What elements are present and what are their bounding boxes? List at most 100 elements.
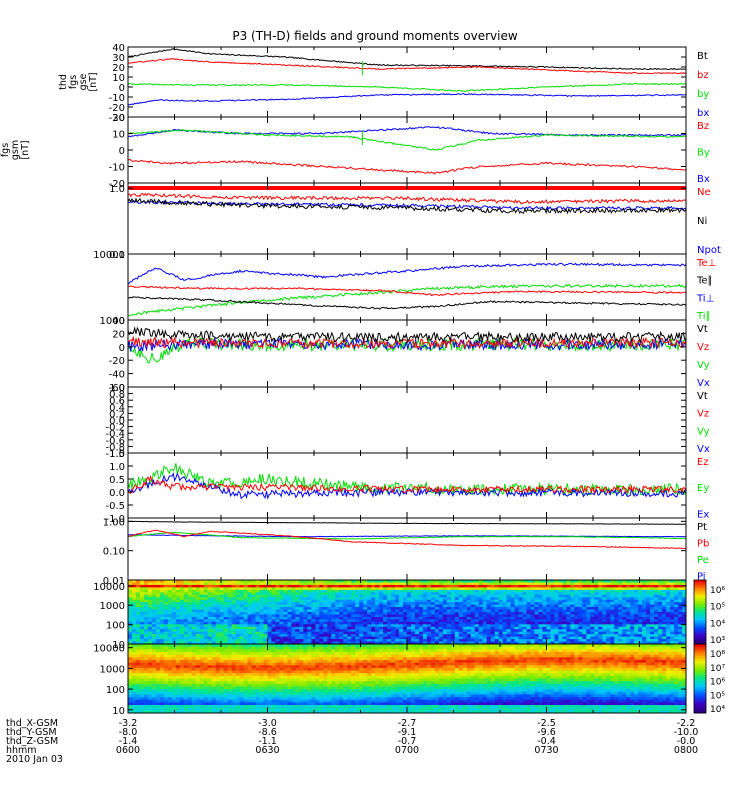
heatmap-cell xyxy=(431,612,435,615)
heatmap-cell xyxy=(375,632,379,635)
heatmap-cell xyxy=(610,622,614,625)
heatmap-cell xyxy=(531,590,535,593)
heatmap-cell xyxy=(180,663,184,666)
heatmap-cell xyxy=(451,607,455,610)
heatmap-cell xyxy=(630,629,634,632)
heatmap-cell xyxy=(638,619,642,622)
heatmap-cell xyxy=(403,607,407,610)
heatmap-cell xyxy=(228,684,232,687)
heatmap-cell xyxy=(638,600,642,603)
heatmap-cell xyxy=(351,624,355,627)
heatmap-cell xyxy=(148,692,152,695)
heatmap-cell xyxy=(554,590,558,593)
heatmap-cell xyxy=(252,647,256,650)
heatmap-cell xyxy=(140,660,144,663)
heatmap-cell xyxy=(152,605,156,608)
heatmap-cell xyxy=(626,614,630,617)
heatmap-cell xyxy=(487,587,491,590)
heatmap-cell xyxy=(427,624,431,627)
legend-entry: Te⊥ xyxy=(696,258,716,269)
heatmap-cell xyxy=(614,587,618,590)
heatmap-cell xyxy=(140,665,144,668)
heatmap-cell xyxy=(144,590,148,593)
heatmap-cell xyxy=(144,617,148,620)
heatmap-cell xyxy=(654,612,658,615)
heatmap-cell xyxy=(212,585,216,588)
heatmap-cell xyxy=(531,587,535,590)
heatmap-cell xyxy=(287,622,291,625)
heatmap-cell xyxy=(618,607,622,610)
heatmap-cell xyxy=(582,590,586,593)
heatmap-cell xyxy=(279,619,283,622)
heatmap-cell xyxy=(487,585,491,588)
heatmap-cell xyxy=(399,595,403,598)
heatmap-cell xyxy=(471,597,475,600)
heatmap-cell xyxy=(200,592,204,595)
heatmap-cell xyxy=(132,697,136,700)
heatmap-cell xyxy=(650,595,654,598)
heatmap-cell xyxy=(188,694,192,697)
heatmap-cell xyxy=(359,622,363,625)
heatmap-cell xyxy=(650,610,654,613)
heatmap-cell xyxy=(371,587,375,590)
heatmap-cell xyxy=(156,663,160,666)
heatmap-cell xyxy=(224,634,228,637)
heatmap-cell xyxy=(287,617,291,620)
heatmap-cell xyxy=(658,614,662,617)
heatmap-cell xyxy=(232,612,236,615)
heatmap-cell xyxy=(160,602,164,605)
heatmap-cell xyxy=(327,619,331,622)
heatmap-cell xyxy=(547,592,551,595)
heatmap-cell xyxy=(347,587,351,590)
heatmap-cell xyxy=(140,627,144,630)
heatmap-cell xyxy=(630,605,634,608)
heatmap-cell xyxy=(467,627,471,630)
heatmap-cell xyxy=(180,587,184,590)
heatmap-cell xyxy=(232,639,236,642)
heatmap-cell xyxy=(315,639,319,642)
heatmap-cell xyxy=(566,614,570,617)
heatmap-cell xyxy=(188,702,192,705)
heatmap-cell xyxy=(574,600,578,603)
heatmap-cell xyxy=(260,619,264,622)
heatmap-cell xyxy=(527,624,531,627)
heatmap-cell xyxy=(212,665,216,668)
heatmap-cell xyxy=(582,622,586,625)
heatmap-cell xyxy=(343,627,347,630)
heatmap-cell xyxy=(387,634,391,637)
heatmap-cell xyxy=(136,637,140,640)
heatmap-cell xyxy=(515,614,519,617)
heatmap-cell xyxy=(164,702,168,705)
heatmap-cell xyxy=(630,617,634,620)
heatmap-cell xyxy=(678,590,682,593)
heatmap-cell xyxy=(527,600,531,603)
heatmap-cell xyxy=(371,592,375,595)
heatmap-cell xyxy=(503,600,507,603)
heatmap-cell xyxy=(391,605,395,608)
heatmap-cell xyxy=(140,692,144,695)
heatmap-cell xyxy=(375,607,379,610)
heatmap-cell xyxy=(184,634,188,637)
heatmap-cell xyxy=(455,632,459,635)
heatmap-cell xyxy=(268,610,272,613)
heatmap-cell xyxy=(634,612,638,615)
heatmap-cell xyxy=(475,590,479,593)
heatmap-cell xyxy=(244,627,248,630)
heatmap-cell xyxy=(658,602,662,605)
heatmap-cell xyxy=(415,590,419,593)
heatmap-cell xyxy=(204,684,208,687)
heatmap-cell xyxy=(148,647,152,650)
heatmap-cell xyxy=(128,614,132,617)
heatmap-cell xyxy=(236,607,240,610)
heatmap-cell xyxy=(224,600,228,603)
heatmap-cell xyxy=(487,610,491,613)
heatmap-cell xyxy=(192,597,196,600)
heatmap-cell xyxy=(435,612,439,615)
heatmap-cell xyxy=(411,632,415,635)
heatmap-cell xyxy=(236,619,240,622)
heatmap-cell xyxy=(343,595,347,598)
heatmap-cell xyxy=(387,597,391,600)
heatmap-cell xyxy=(291,602,295,605)
heatmap-cell xyxy=(650,634,654,637)
heatmap-cell xyxy=(224,686,228,689)
